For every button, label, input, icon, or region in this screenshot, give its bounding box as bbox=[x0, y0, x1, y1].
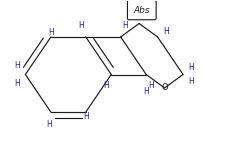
FancyBboxPatch shape bbox=[127, 0, 156, 20]
Text: H: H bbox=[103, 81, 109, 90]
Text: H: H bbox=[78, 21, 84, 30]
Text: H: H bbox=[48, 28, 54, 37]
Text: H: H bbox=[188, 77, 194, 86]
Text: H: H bbox=[148, 81, 154, 90]
Text: H: H bbox=[47, 120, 52, 129]
Text: H: H bbox=[136, 6, 142, 15]
Text: H: H bbox=[123, 21, 128, 30]
Text: H: H bbox=[188, 63, 194, 72]
Text: H: H bbox=[163, 27, 169, 36]
Text: H: H bbox=[14, 61, 20, 70]
Text: H: H bbox=[143, 87, 149, 96]
Text: O: O bbox=[161, 83, 168, 92]
Text: H: H bbox=[14, 79, 20, 88]
Text: Abs: Abs bbox=[133, 6, 150, 15]
Text: H: H bbox=[83, 112, 89, 121]
